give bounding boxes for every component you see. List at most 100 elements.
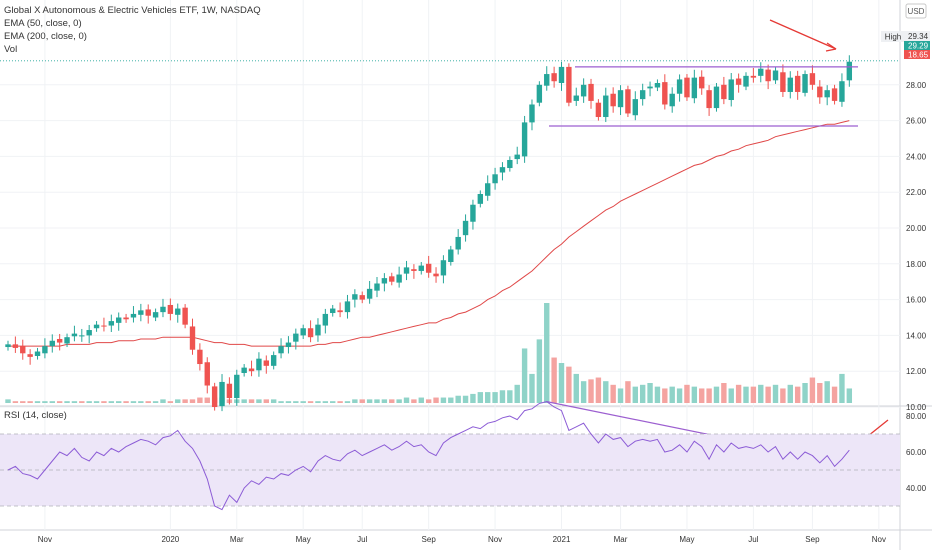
candle-body [389,276,395,282]
candle-body [839,81,845,102]
volume-bar [477,392,484,403]
volume-bar [573,373,579,403]
indicator-ema200[interactable]: EMA (200, close, 0) [4,31,87,42]
candle-body [662,82,668,105]
candle-body [374,283,380,291]
candle-body [536,84,543,103]
candle-body [160,306,166,313]
candle-body [514,154,520,160]
volume-bar [403,397,410,403]
candle-body [42,346,48,354]
volume-bar [101,401,107,403]
volume-bar [632,386,638,403]
volume-bar [566,366,572,403]
volume-bar [462,395,469,403]
candle-body [492,174,498,184]
time-tick-label: Mar [614,535,628,544]
volume-bar [610,384,616,403]
volume-bar [300,401,306,403]
volume-bar [330,401,336,403]
candle-body [5,344,11,348]
volume-bar [735,384,742,403]
candle-body [580,84,587,97]
candle-body [27,354,33,357]
volume-bar [802,383,808,403]
volume-bar [5,399,11,403]
volume-bar [839,373,845,403]
volume-bar [197,397,203,403]
candle-body [145,309,151,316]
candle-body [440,260,447,276]
candle-body [219,381,225,407]
candle-body [79,335,85,337]
candle-body [270,355,277,366]
time-tick-label: May [679,535,694,544]
candle-body [241,367,247,373]
volume-bar [817,383,823,403]
volume-bar [396,399,402,403]
volume-bar [580,381,587,403]
volume-bar [743,386,749,403]
candle-body [462,220,469,236]
last-price-badge: 29.29 [908,42,929,51]
volume-bar [79,401,85,403]
time-tick-label: Jul [748,535,758,544]
candle-body [418,265,424,271]
rsi-line [7,401,850,511]
volume-bar [263,399,269,403]
candle-body [330,308,336,314]
currency-badge[interactable]: USD [905,3,927,19]
breakout-arrow-head [825,42,837,52]
volume-bar [366,399,373,403]
volume-bar [344,401,351,403]
volume-bar [425,399,432,403]
volume-bar [108,401,115,403]
volume-bar [27,401,33,403]
candle-body [108,321,115,326]
indicator-ema50[interactable]: EMA (50, close, 0) [4,18,82,29]
candle-body [204,362,210,386]
volume-bar [750,386,757,403]
candle-body [234,374,240,399]
volume-bar [809,377,816,403]
candle-body [64,337,70,344]
volume-bars [5,303,853,403]
candle-body [366,288,373,299]
candle-body [86,330,92,336]
candle-body [152,312,159,318]
candle-body [735,78,742,85]
volume-bar [728,388,734,403]
candle-body [846,61,853,81]
volume-bar [34,401,41,403]
candle-body [558,66,565,84]
candle-body [123,317,129,320]
candle-body [189,326,196,350]
volume-bar [699,388,705,403]
price-tick-label: 22.00 [906,188,927,197]
ema-200-path [8,120,850,347]
candle-body [706,90,712,109]
indicator-volume[interactable]: Vol [4,44,17,55]
candle-body [691,77,698,99]
candle-body [167,304,174,314]
price-tick-label: 16.00 [906,296,927,305]
volume-bar [639,384,646,403]
candle-body [566,66,572,103]
candle-body [625,89,631,114]
volume-bar [706,388,712,403]
volume-bar [20,401,26,403]
rsi-pane [0,401,900,511]
volume-bar [625,381,631,403]
candle-body [639,90,646,100]
candle-body [521,122,528,157]
price-tick-label: 28.00 [906,81,927,90]
volume-bar [189,399,196,403]
candles [5,55,853,412]
volume-bar [160,399,166,403]
volume-bar [448,397,454,403]
rsi-tick-label: 40.00 [906,484,927,493]
volume-bar [588,379,594,403]
candle-body [477,193,484,204]
candle-body [411,269,417,271]
